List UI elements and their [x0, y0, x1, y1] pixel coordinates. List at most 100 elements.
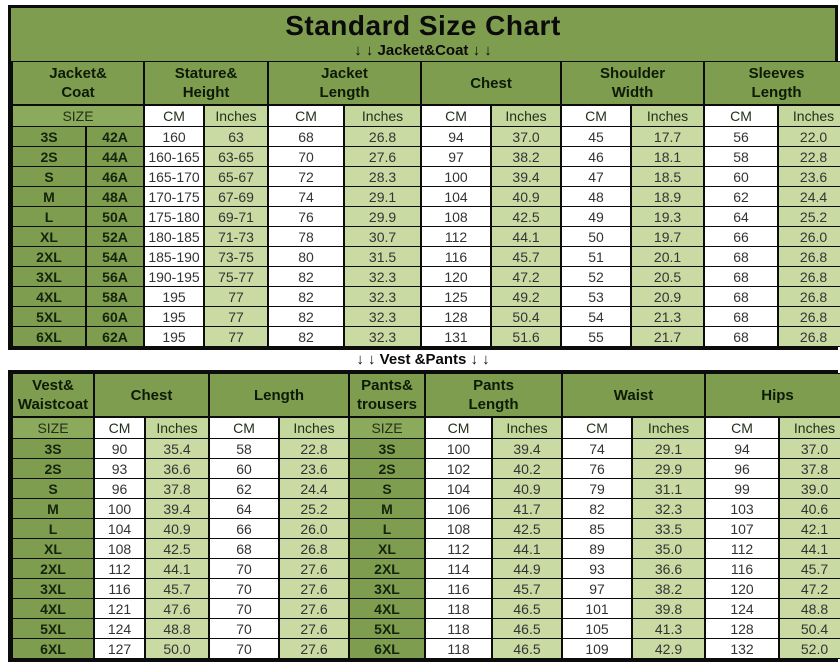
value-cell: 52.0: [778, 638, 840, 659]
column-header-waist: Waist: [560, 373, 707, 418]
table-row: L 50A 175-180 69-71 76 29.9 108 42.5 49 19.3 64 25.…: [11, 206, 840, 227]
size-cell: 60A: [84, 306, 146, 327]
value-cell: 32.3: [343, 286, 423, 307]
value-cell: 48.8: [144, 618, 210, 639]
value-cell: 18.9: [630, 186, 706, 207]
value-cell: 118: [424, 598, 493, 619]
value-cell: 108: [424, 518, 493, 539]
inches-header: Inches: [343, 104, 423, 127]
value-cell: 35.0: [630, 538, 707, 559]
value-cell: 39.4: [144, 498, 210, 519]
value-cell: 76: [561, 458, 633, 479]
value-cell: 60: [703, 166, 780, 187]
value-cell: 72: [267, 166, 346, 187]
value-cell: 70: [208, 618, 280, 639]
column-header-pants-length: Pants Length: [424, 373, 563, 418]
size-cell: 54A: [84, 246, 146, 267]
table-row: S 96 37.8 62 24.4 S 104 40.9 79 31.1 99 39.0: [11, 478, 840, 499]
value-cell: 82: [267, 306, 346, 327]
value-cell: 24.4: [278, 478, 350, 499]
value-cell: 47.2: [490, 266, 563, 287]
table-row: XL 52A 180-185 71-73 78 30.7 112 44.1 50 19.7 66 26…: [11, 226, 840, 247]
value-cell: 120: [704, 578, 781, 599]
value-cell: 94: [420, 126, 493, 147]
column-header-chest: Chest: [420, 61, 563, 106]
jacket-unit-header-row: SIZE CM Inches CM Inches CM Inches CM In…: [10, 104, 840, 127]
value-cell: 27.6: [278, 578, 350, 599]
value-cell: 45.7: [144, 578, 210, 599]
value-cell: 131: [420, 326, 493, 347]
value-cell: 27.6: [278, 558, 350, 579]
value-cell: 127: [93, 638, 146, 659]
value-cell: 63: [203, 126, 270, 147]
value-cell: 70: [208, 598, 280, 619]
size-cell: 2S: [11, 458, 95, 479]
value-cell: 47.2: [778, 578, 840, 599]
value-cell: 60: [208, 458, 280, 479]
value-cell: 21.7: [630, 326, 706, 347]
size-cell: M: [11, 186, 87, 207]
value-cell: 27.6: [278, 618, 350, 639]
size-cell: 5XL: [11, 306, 87, 327]
size-cell: 3XL: [348, 578, 426, 599]
value-cell: 64: [703, 206, 780, 227]
value-cell: 112: [93, 558, 146, 579]
value-cell: 100: [93, 498, 146, 519]
value-cell: 45.7: [490, 246, 563, 267]
value-cell: 20.1: [630, 246, 706, 267]
value-cell: 26.8: [777, 306, 840, 327]
value-cell: 195: [143, 326, 206, 347]
value-cell: 68: [703, 326, 780, 347]
table-row: 3S 42A 160 63 68 26.8 94 37.0 45 17.7 56 22.0: [11, 126, 840, 147]
value-cell: 125: [420, 286, 493, 307]
value-cell: 195: [143, 306, 206, 327]
size-cell: 3S: [11, 438, 95, 459]
value-cell: 29.9: [343, 206, 423, 227]
jacket-group-header-row: Jacket& Coat Stature& Height Jacket Leng…: [10, 61, 840, 106]
value-cell: 44.1: [778, 538, 840, 559]
value-cell: 100: [424, 438, 493, 459]
size-cell: 50A: [84, 206, 146, 227]
value-cell: 67-69: [203, 186, 270, 207]
value-cell: 175-180: [143, 206, 206, 227]
value-cell: 82: [267, 266, 346, 287]
value-cell: 120: [420, 266, 493, 287]
column-header-jacket-length: Jacket Length: [267, 61, 423, 106]
value-cell: 38.2: [630, 578, 707, 599]
value-cell: 35.4: [144, 438, 210, 459]
value-cell: 77: [203, 306, 270, 327]
value-cell: 51.6: [490, 326, 563, 347]
vest-pants-section: Vest& Waistcoat Chest Length Pants& trou…: [8, 370, 840, 662]
value-cell: 195: [143, 286, 206, 307]
value-cell: 128: [420, 306, 493, 327]
value-cell: 51: [560, 246, 633, 267]
value-cell: 93: [561, 558, 633, 579]
value-cell: 124: [704, 598, 781, 619]
value-cell: 45: [560, 126, 633, 147]
value-cell: 45.7: [491, 578, 563, 599]
table-row: 2XL 112 44.1 70 27.6 2XL 114 44.9 93 36.6 116 45.7: [11, 558, 840, 579]
value-cell: 100: [420, 166, 493, 187]
value-cell: 37.8: [144, 478, 210, 499]
value-cell: 26.0: [777, 226, 840, 247]
value-cell: 62: [208, 478, 280, 499]
value-cell: 101: [561, 598, 633, 619]
value-cell: 40.2: [491, 458, 563, 479]
value-cell: 116: [424, 578, 493, 599]
value-cell: 160-165: [143, 146, 206, 167]
value-cell: 108: [93, 538, 146, 559]
column-header-vest-waistcoat: Vest& Waistcoat: [11, 373, 95, 418]
value-cell: 66: [208, 518, 280, 539]
value-cell: 22.8: [777, 146, 840, 167]
value-cell: 32.3: [343, 306, 423, 327]
value-cell: 74: [267, 186, 346, 207]
size-cell: 58A: [84, 286, 146, 307]
value-cell: 54: [560, 306, 633, 327]
size-cell: S: [348, 478, 426, 499]
table-row: 2S 93 36.6 60 23.6 2S 102 40.2 76 29.9 96 37.8: [11, 458, 840, 479]
cm-header: CM: [561, 416, 633, 439]
value-cell: 20.9: [630, 286, 706, 307]
value-cell: 112: [420, 226, 493, 247]
value-cell: 46.5: [491, 638, 563, 659]
value-cell: 37.0: [778, 438, 840, 459]
